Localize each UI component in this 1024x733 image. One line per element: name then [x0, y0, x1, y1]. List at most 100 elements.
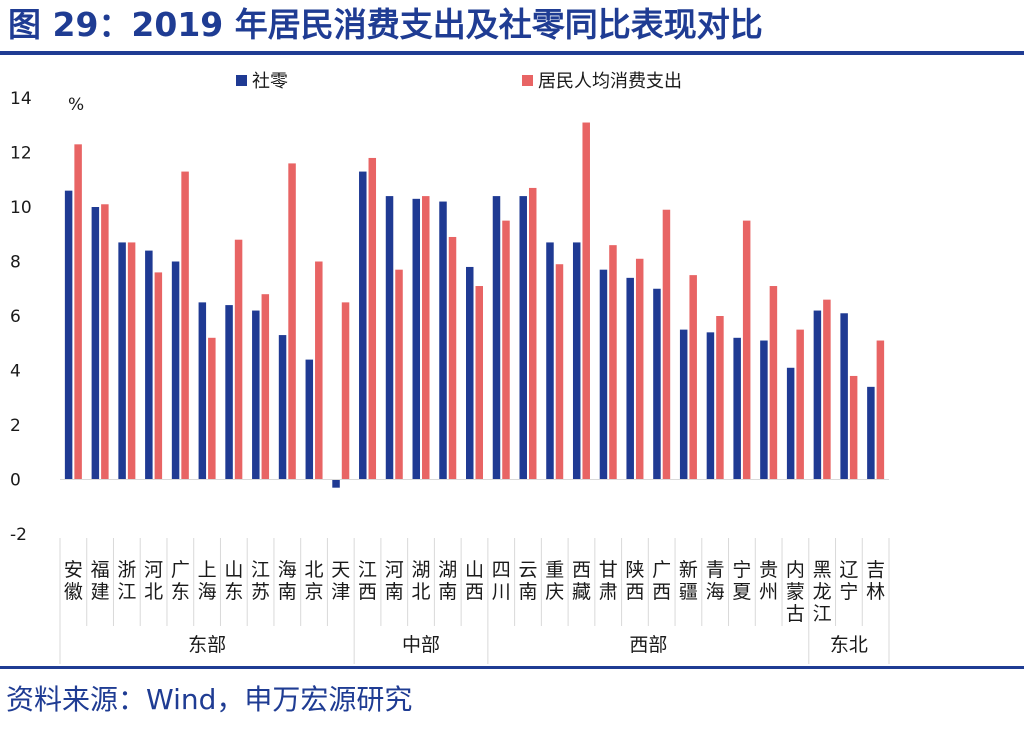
legend-label-consumption: 居民人均消费支出: [538, 71, 682, 92]
category-label: 重庆: [545, 559, 564, 603]
bar-retail: [599, 269, 608, 480]
bar-retail: [466, 266, 474, 480]
bar-consumption: [876, 340, 885, 480]
legend-label-retail: 社零: [252, 71, 288, 92]
bar-retail: [252, 310, 260, 480]
y-axis-ticks: -2 0 2 4 6 8 10 12 14: [10, 89, 32, 545]
category-label: 广东: [171, 559, 190, 603]
bar-retail: [91, 207, 100, 480]
category-label: 河南: [385, 559, 404, 603]
bar-consumption: [689, 275, 697, 480]
category-label: 浙江: [117, 559, 136, 603]
y-tick-label: 2: [10, 416, 21, 436]
category-label: 新疆: [679, 559, 698, 603]
bar-consumption: [769, 286, 778, 480]
bar-series: [60, 122, 889, 488]
bar-consumption: [74, 144, 82, 480]
bar-consumption: [823, 299, 831, 480]
bar-consumption: [288, 163, 296, 480]
y-tick-label: 6: [10, 307, 21, 327]
bar-consumption: [635, 258, 644, 480]
y-axis-unit: %: [68, 95, 84, 115]
bar-consumption: [208, 337, 216, 480]
category-label: 西藏: [572, 559, 591, 603]
bar-retail: [225, 305, 233, 480]
category-label: 宁夏: [732, 559, 751, 603]
category-label: 安徽: [64, 559, 83, 603]
category-label: 内蒙古: [786, 559, 805, 625]
category-label: 山西: [465, 559, 484, 603]
category-label: 河北: [144, 559, 163, 603]
title-divider: [0, 51, 1024, 55]
bar-consumption: [181, 171, 189, 480]
bar-consumption: [849, 375, 858, 480]
bar-consumption: [395, 269, 403, 480]
bar-retail: [64, 190, 73, 480]
group-label: 中部: [402, 634, 440, 656]
y-tick-label: 14: [10, 89, 32, 109]
y-tick-label: 8: [10, 253, 21, 273]
category-label: 广西: [652, 559, 671, 603]
bar-consumption: [716, 316, 724, 480]
category-label: 江苏: [251, 559, 270, 603]
bar-retail: [278, 335, 287, 480]
bar-retail: [359, 171, 367, 480]
category-label: 陕西: [625, 559, 644, 603]
source-note: 资料来源：Wind，申万宏源研究: [6, 683, 413, 716]
bar-retail: [572, 242, 581, 480]
bar-consumption: [502, 220, 510, 480]
bar-consumption: [609, 245, 617, 480]
category-label: 辽宁: [839, 559, 858, 603]
bar-retail: [786, 367, 795, 480]
category-label: 北京: [305, 559, 324, 603]
bar-retail: [546, 242, 554, 480]
category-label: 青海: [706, 559, 725, 603]
category-label: 四川: [492, 559, 511, 603]
bar-chart: 社零 居民人均消费支出 % -2 0 2 4 6 8 10 12 14 安徽福建浙江河北广东上海…: [10, 71, 890, 664]
bar-retail: [519, 196, 527, 480]
bar-consumption: [127, 242, 136, 480]
bar-consumption: [101, 204, 109, 480]
bar-retail: [171, 261, 180, 480]
legend-swatch-consumption: [522, 75, 533, 86]
x-axis-categories: 安徽福建浙江河北广东上海山东江苏海南北京天津江西河南湖北湖南山西四川云南重庆西藏…: [59, 538, 890, 626]
bar-consumption: [422, 196, 430, 480]
bar-retail: [332, 479, 340, 488]
bar-retail: [706, 332, 715, 480]
bar-consumption: [662, 209, 671, 480]
bar-consumption: [475, 286, 483, 480]
y-tick-label: 10: [10, 198, 32, 218]
bar-consumption: [582, 122, 590, 480]
category-label: 贵州: [759, 559, 778, 603]
bar-consumption: [742, 220, 751, 480]
bar-retail: [492, 196, 501, 480]
bar-retail: [867, 386, 875, 480]
group-label: 西部: [629, 634, 667, 656]
bar-retail: [412, 198, 421, 480]
y-tick-label: 4: [10, 362, 21, 382]
bar-consumption: [555, 264, 564, 480]
bar-consumption: [796, 329, 804, 480]
bar-consumption: [341, 302, 350, 480]
bar-retail: [118, 242, 126, 480]
category-label: 湖北: [412, 559, 431, 603]
category-label: 福建: [91, 559, 110, 603]
bar-retail: [305, 359, 314, 480]
category-label: 江西: [358, 559, 377, 603]
bar-retail: [626, 277, 634, 480]
bar-consumption: [154, 272, 163, 480]
source-divider: [0, 666, 1024, 669]
group-label: 东部: [188, 634, 226, 656]
category-label: 山东: [224, 559, 243, 603]
bar-retail: [439, 201, 447, 480]
group-label: 东北: [830, 634, 868, 656]
figure-title: 图 29：2019 年居民消费支出及社零同比表现对比: [8, 5, 763, 44]
y-tick-label: -2: [10, 525, 27, 545]
bar-retail: [198, 302, 207, 480]
bar-consumption: [528, 187, 537, 480]
category-label: 吉林: [866, 559, 885, 603]
bar-retail: [145, 250, 153, 480]
category-label: 湖南: [438, 559, 457, 603]
bar-retail: [385, 196, 394, 480]
bar-retail: [733, 337, 741, 480]
